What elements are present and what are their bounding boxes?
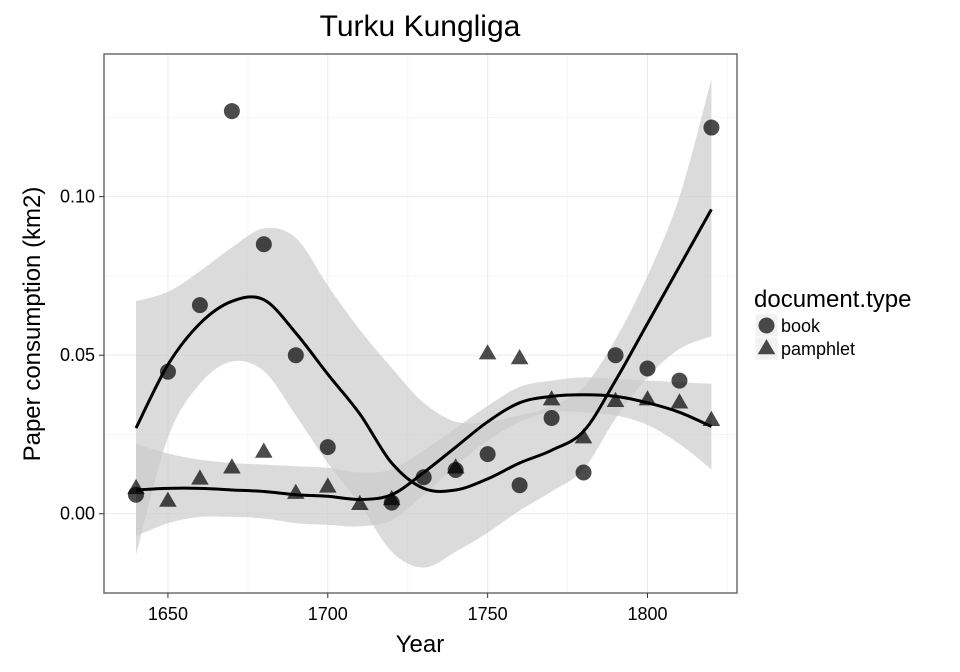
y-axis-title: Paper consumption (km2): [19, 187, 46, 462]
x-axis-title: Year: [396, 631, 445, 658]
data-point-book: [255, 236, 272, 253]
data-point-pamphlet: [542, 390, 561, 406]
data-point-pamphlet: [319, 477, 337, 493]
chart-title: Turku Kungliga: [320, 10, 521, 43]
x-axis: 1650 1700 1750 1800: [148, 593, 668, 624]
data-point-pamphlet: [670, 393, 689, 409]
data-point-pamphlet: [255, 442, 273, 458]
data-point-book: [639, 360, 656, 377]
data-point-book: [703, 119, 720, 136]
x-tick-label: 1700: [308, 604, 348, 624]
data-point-pamphlet: [606, 391, 625, 407]
legend-label-book: book: [781, 316, 821, 336]
data-point-book: [575, 464, 592, 481]
data-point-pamphlet: [446, 458, 465, 474]
confidence-ribbon-book: [136, 79, 712, 568]
data-point-pamphlet: [478, 344, 497, 360]
data-point-pamphlet: [638, 390, 657, 406]
data-point-book: [479, 446, 496, 463]
data-point-book: [543, 409, 560, 426]
legend-label-pamphlet: pamphlet: [781, 339, 855, 359]
confidence-ribbon-pamphlet: [136, 377, 712, 536]
legend-marker-book: [758, 317, 775, 334]
x-tick-label: 1800: [627, 604, 667, 624]
data-point-book: [191, 297, 208, 314]
legend-title: document.type: [754, 286, 911, 313]
data-point-pamphlet: [510, 349, 529, 365]
data-point-book: [287, 347, 304, 364]
plot-panel: [103, 53, 738, 594]
data-point-book: [319, 439, 336, 456]
x-tick-label: 1650: [148, 604, 188, 624]
data-point-pamphlet: [287, 483, 305, 499]
data-point-book: [511, 477, 528, 494]
x-tick-label: 1750: [468, 604, 508, 624]
y-axis: 0.00 0.05 0.10: [60, 187, 104, 524]
data-point-book: [159, 363, 176, 380]
y-tick-label: 0.05: [60, 345, 95, 365]
y-tick-label: 0.10: [60, 187, 95, 207]
data-point-pamphlet: [351, 494, 369, 510]
y-tick-label: 0.00: [60, 504, 95, 524]
legend-marker-pamphlet: [757, 339, 776, 355]
confidence-ribbons: [136, 79, 712, 568]
data-point-pamphlet: [191, 469, 209, 485]
data-point-pamphlet: [574, 428, 593, 444]
data-points: [127, 103, 721, 511]
data-point-pamphlet: [127, 478, 145, 495]
legend: document.type book pamphlet: [754, 286, 911, 361]
data-point-book: [671, 372, 688, 389]
data-point-pamphlet: [382, 490, 401, 506]
data-point-pamphlet: [159, 491, 177, 507]
data-point-book: [415, 469, 432, 486]
panel-border: [103, 53, 738, 594]
data-point-book: [607, 347, 624, 364]
smooth-line-book: [134, 208, 713, 493]
data-point-pamphlet: [223, 458, 241, 474]
data-point-book: [223, 103, 240, 120]
data-point-pamphlet: [702, 410, 721, 426]
